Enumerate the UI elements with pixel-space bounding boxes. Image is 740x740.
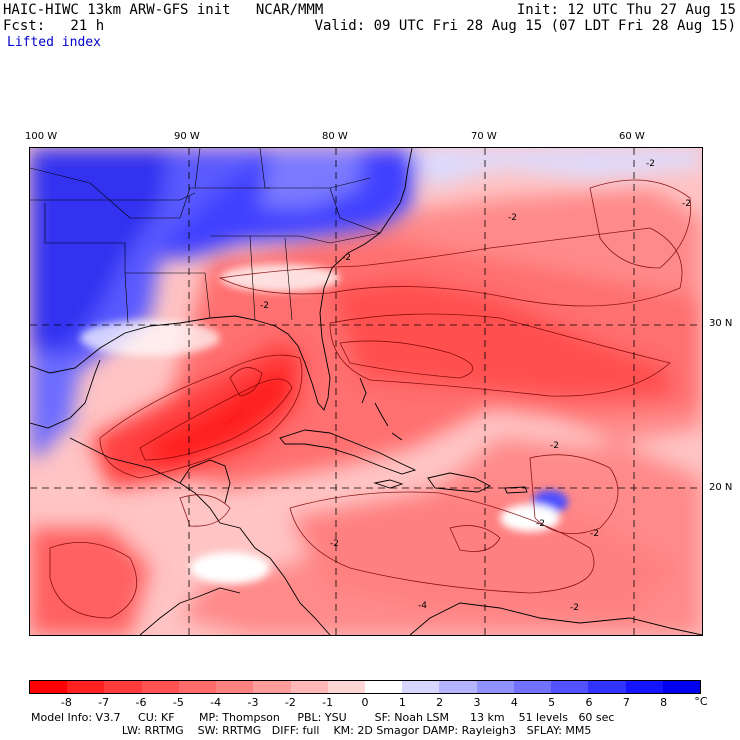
colorbar-swatch [178, 681, 217, 693]
colorbar-swatch [67, 681, 105, 693]
colorbar-swatch [30, 681, 68, 693]
colorbar-tick: -7 [98, 696, 110, 709]
lifted-index-map: -2 -2 -2 -2 -2 -2 -2 -2 -2 -4 -2 [29, 147, 703, 636]
contour-label: -2 [536, 519, 545, 529]
contour-label: -2 [682, 199, 691, 209]
latitude-label-30n: 30 N [709, 318, 733, 329]
longitude-label-70w: 70 W [471, 131, 497, 142]
colorbar-tick: 8 [660, 696, 668, 709]
colorbar-tick: 7 [622, 696, 630, 709]
contour-label: -2 [646, 159, 655, 169]
forecast-hour: Fcst: 21 h [3, 18, 105, 34]
colorbar-tick: -2 [284, 696, 296, 709]
colorbar-swatch [327, 681, 365, 693]
colorbar-swatch [662, 681, 700, 693]
colorbar-tick: 1 [398, 696, 406, 709]
colorbar-swatch [402, 681, 440, 693]
field-shading [30, 148, 702, 635]
contour-label: -2 [330, 539, 339, 549]
colorbar-swatch [625, 681, 663, 693]
colorbar-swatch [104, 681, 142, 693]
coastlines-and-borders [30, 148, 702, 635]
latitude-label-20n: 20 N [709, 482, 733, 493]
field-name: Lifted index [7, 35, 101, 50]
colorbar-tick: 2 [436, 696, 444, 709]
model-info-line2: LW: RRTMG SW: RRTMG DIFF: full KM: 2D Sm… [31, 724, 592, 737]
lat-lon-grid [30, 148, 702, 635]
contour-label: -2 [342, 253, 351, 263]
colorbar-swatch [439, 681, 477, 693]
contour-label: -2 [590, 529, 599, 539]
contour-label: -2 [550, 441, 559, 451]
colorbar-tick: -6 [135, 696, 147, 709]
contour-value-labels: -2 -2 -2 -2 -2 -2 -2 -2 -2 -4 -2 [260, 159, 691, 613]
colorbar-tick: 6 [585, 696, 593, 709]
colorbar-swatch [290, 681, 328, 693]
colorbar-tick: -3 [247, 696, 259, 709]
colorbar-tick: -4 [210, 696, 222, 709]
lifted-index-contours [49, 179, 691, 619]
contour-label: -2 [570, 603, 579, 613]
colorbar-tick: -8 [60, 696, 72, 709]
colorbar-swatch [551, 681, 589, 693]
model-info-line1: Model Info: V3.7 CU: KF MP: Thompson PBL… [31, 711, 615, 724]
colorbar-tick: 0 [361, 696, 369, 709]
colorbar [29, 680, 701, 694]
contour-label: -4 [418, 601, 427, 611]
colorbar-tick: 4 [510, 696, 518, 709]
longitude-label-80w: 80 W [322, 131, 348, 142]
colorbar-tick: -1 [322, 696, 334, 709]
colorbar-tick: -5 [172, 696, 184, 709]
colorbar-swatch [476, 681, 514, 693]
contour-label: -2 [260, 301, 269, 311]
colorbar-swatch [588, 681, 626, 693]
colorbar-tick: 3 [473, 696, 481, 709]
colorbar-tick: 5 [548, 696, 556, 709]
colorbar-swatch [141, 681, 179, 693]
colorbar-swatch [364, 681, 403, 693]
colorbar-swatch [253, 681, 291, 693]
init-time: Init: 12 UTC Thu 27 Aug 15 [516, 2, 736, 18]
model-title: HAIC-HIWC 13km ARW-GFS init NCAR/MMM [3, 2, 324, 18]
contour-label: -2 [508, 213, 517, 223]
longitude-label-90w: 90 W [174, 131, 200, 142]
colorbar-swatch [513, 681, 552, 693]
colorbar-unit: °C [694, 695, 708, 708]
longitude-label-100w: 100 W [25, 131, 58, 142]
valid-time: Valid: 09 UTC Fri 28 Aug 15 (07 LDT Fri … [314, 18, 736, 34]
colorbar-swatch [216, 681, 254, 693]
longitude-label-60w: 60 W [619, 131, 645, 142]
